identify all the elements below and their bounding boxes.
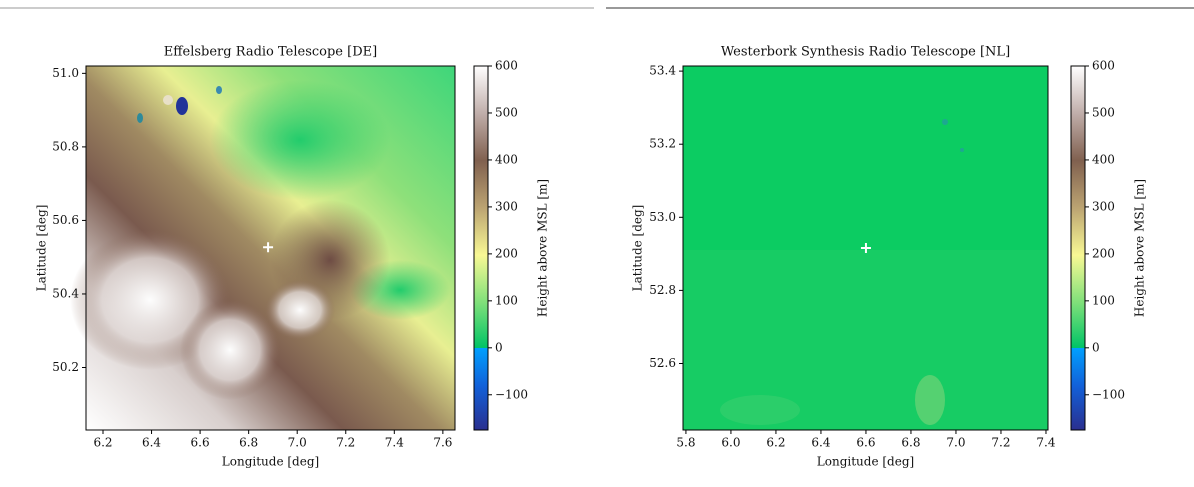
telescope-marker	[860, 243, 871, 253]
y-tick-label: 53.2	[649, 137, 676, 151]
colorbar-label: Height above MSL [m]	[536, 179, 550, 317]
telescope-marker	[263, 242, 274, 253]
colorbar	[1070, 65, 1086, 431]
colorbar-tick-label: 100	[1092, 293, 1115, 307]
x-tick-label: 6.6	[191, 436, 210, 450]
colorbar-tick-label: 400	[1092, 152, 1115, 166]
terrain-image	[683, 66, 1048, 430]
x-tick-label: 7.0	[288, 436, 307, 450]
y-tick-label: 53.0	[649, 210, 676, 224]
x-tick-label: 7.2	[991, 436, 1010, 450]
x-tick-label: 7.2	[336, 436, 355, 450]
y-tick-label: 52.8	[649, 283, 676, 297]
x-tick-label: 7.4	[385, 436, 404, 450]
colorbar-tick-label: −100	[1092, 387, 1125, 401]
colorbar-tick-label: 0	[495, 340, 503, 354]
x-tick-label: 6.4	[811, 436, 830, 450]
colorbar	[473, 65, 489, 431]
colorbar-tick-label: 200	[495, 246, 518, 260]
x-tick-label: 6.6	[856, 436, 875, 450]
terrain-image	[70, 66, 455, 430]
y-axis-label: Latitude [deg]	[35, 205, 49, 292]
colorbar-tick-label: 300	[495, 199, 518, 213]
colorbar-tick-label: 300	[1092, 199, 1115, 213]
y-tick-label: 50.2	[52, 360, 79, 374]
x-tick-label: 5.8	[676, 436, 695, 450]
colorbar-tick-label: 600	[1092, 59, 1115, 73]
colorbar-tick-label: 400	[495, 152, 518, 166]
colorbar-tick-label: 200	[1092, 246, 1115, 260]
y-tick-label: 50.4	[52, 286, 79, 300]
colorbar-tick-label: 600	[495, 59, 518, 73]
colorbar-label: Height above MSL [m]	[1133, 179, 1147, 317]
y-tick-label: 50.6	[52, 213, 79, 227]
colorbar-tick-label: 500	[1092, 105, 1115, 119]
chart-title: Westerbork Synthesis Radio Telescope [NL…	[721, 45, 1010, 60]
colorbar-tick-label: 500	[495, 105, 518, 119]
x-axis-label: Longitude [deg]	[817, 455, 914, 469]
y-tick-label: 52.6	[649, 356, 676, 370]
x-tick-label: 6.0	[721, 436, 740, 450]
colorbar-tick-label: −100	[495, 387, 528, 401]
x-tick-label: 7.4	[1036, 436, 1055, 450]
x-axis-label: Longitude [deg]	[222, 455, 319, 469]
axes-frame	[85, 65, 456, 431]
y-axis-label: Latitude [deg]	[631, 205, 645, 292]
x-tick-label: 6.4	[142, 436, 161, 450]
colorbar-tick-label: 0	[1092, 340, 1100, 354]
x-tick-label: 6.8	[901, 436, 920, 450]
chart-title: Effelsberg Radio Telescope [DE]	[164, 45, 377, 60]
x-tick-label: 6.2	[766, 436, 785, 450]
x-tick-label: 7.0	[946, 436, 965, 450]
y-tick-label: 53.4	[649, 64, 676, 78]
y-tick-label: 50.8	[52, 139, 79, 153]
x-tick-label: 6.8	[239, 436, 258, 450]
x-tick-label: 7.6	[433, 436, 452, 450]
colorbar-tick-label: 100	[495, 293, 518, 307]
x-tick-label: 6.2	[93, 436, 112, 450]
y-tick-label: 51.0	[52, 66, 79, 80]
